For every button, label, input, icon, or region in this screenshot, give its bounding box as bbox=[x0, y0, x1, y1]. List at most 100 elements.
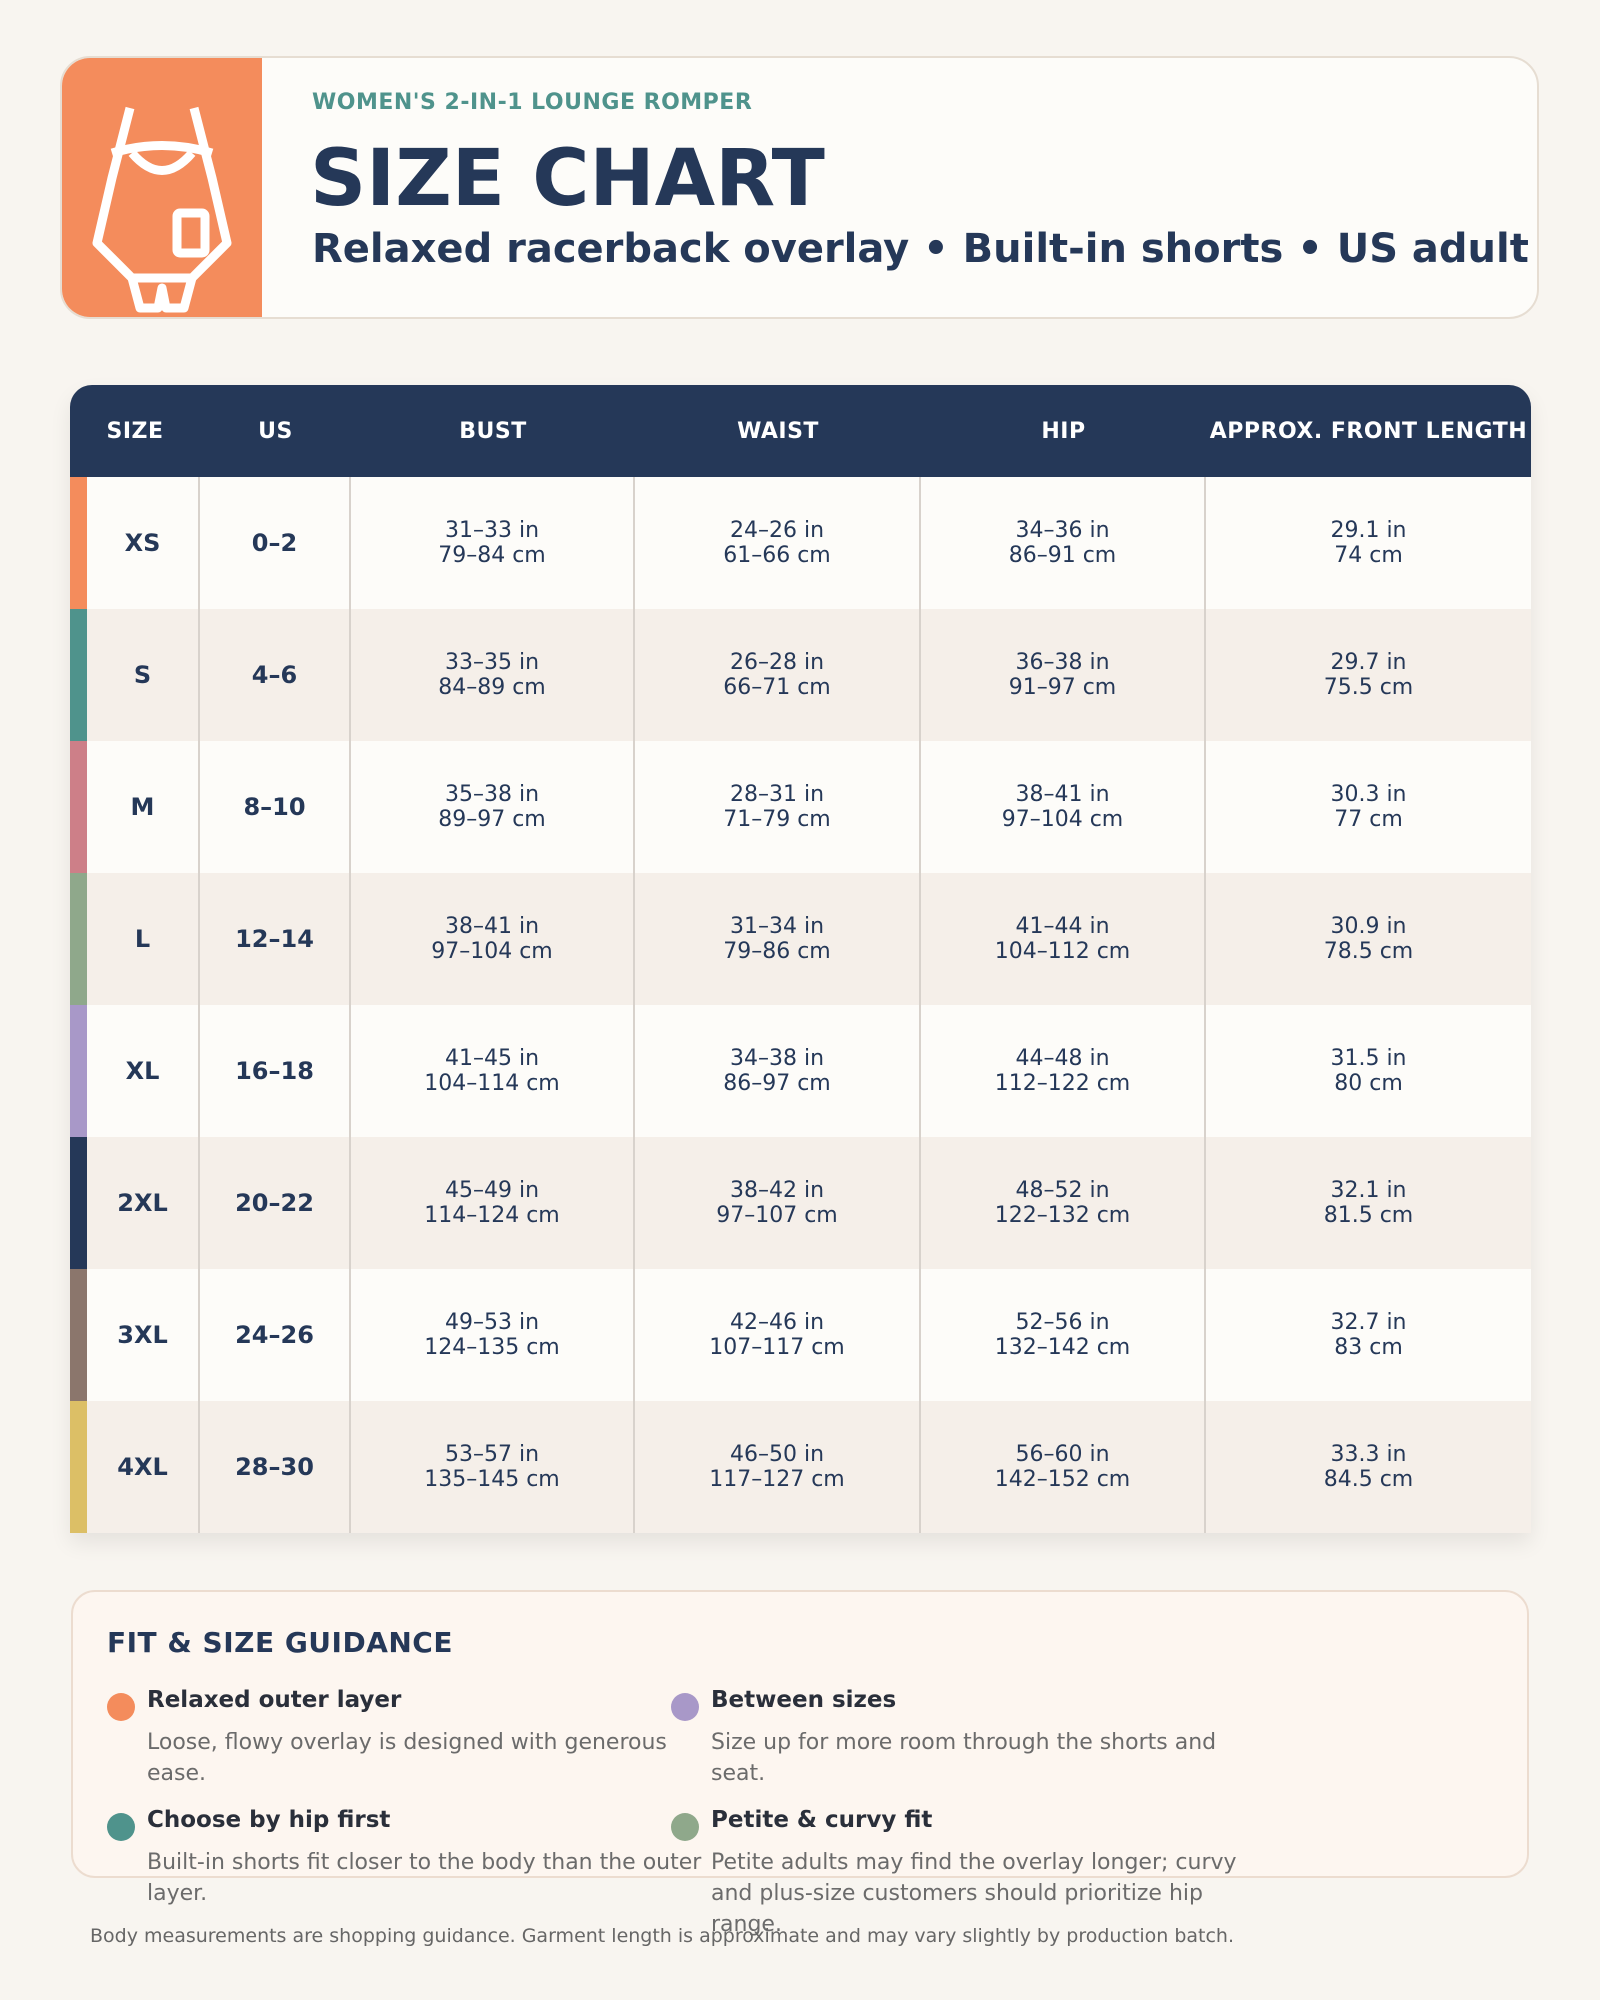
measure-cell: 42–46 in 107–117 cm bbox=[635, 1269, 921, 1401]
item-text: Built-in shorts fit closer to the body t… bbox=[147, 1850, 702, 1906]
in-value: 41–44 in bbox=[1015, 914, 1110, 939]
cm-value: 117–127 cm bbox=[709, 1467, 845, 1492]
measure-cell: 31–34 in 79–86 cm bbox=[635, 873, 921, 1005]
cm-value: 84.5 cm bbox=[1323, 1467, 1414, 1492]
bullet-dot bbox=[671, 1813, 699, 1841]
in-value: 38–42 in bbox=[729, 1178, 825, 1203]
cm-value: 142–152 cm bbox=[994, 1467, 1131, 1492]
cm-value: 104–112 cm bbox=[994, 939, 1131, 964]
footnote: Body measurements are shopping guidance.… bbox=[90, 1925, 1235, 1947]
in-value: 56–60 in bbox=[1015, 1442, 1110, 1467]
measure-cell: 30.9 in 78.5 cm bbox=[1206, 873, 1531, 1005]
size-row: 4XL 28–30 53–57 in 135–145 cm 46–50 in 117–12… bbox=[70, 1401, 1531, 1533]
size-table: SIZE US BUST WAIST HIP APPROX. FRONT LENGTH XS… bbox=[70, 385, 1531, 1533]
in-value: 29.7 in bbox=[1330, 650, 1407, 675]
title: SIZE CHART bbox=[310, 134, 825, 224]
bullet-dot bbox=[671, 1693, 699, 1721]
cm-value: 61–66 cm bbox=[723, 543, 831, 568]
column-header: US bbox=[200, 385, 351, 477]
in-value: 30.9 in bbox=[1330, 914, 1407, 939]
column-header: BUST bbox=[351, 385, 635, 477]
us-cell: 0–2 bbox=[200, 477, 351, 609]
us-cell: 12–14 bbox=[200, 873, 351, 1005]
in-value: 31–33 in bbox=[444, 518, 540, 543]
in-value: 36–38 in bbox=[1015, 650, 1110, 675]
in-value: 31.5 in bbox=[1330, 1046, 1407, 1071]
cm-value: 97–104 cm bbox=[1001, 807, 1124, 832]
measure-cell: 49–53 in 124–135 cm bbox=[351, 1269, 635, 1401]
measure-cell: 28–31 in 71–79 cm bbox=[635, 741, 921, 873]
cm-value: 66–71 cm bbox=[723, 675, 831, 700]
column-header: APPROX. FRONT LENGTH bbox=[1206, 385, 1531, 477]
in-value: 53–57 in bbox=[444, 1442, 540, 1467]
measure-cell: 32.7 in 83 cm bbox=[1206, 1269, 1531, 1401]
measure-cell: 26–28 in 66–71 cm bbox=[635, 609, 921, 741]
size-row: XS 0–2 31–33 in 79–84 cm 24–26 in 61–66 cm 34–… bbox=[70, 477, 1531, 609]
measure-cell: 41–45 in 104–114 cm bbox=[351, 1005, 635, 1137]
size-cell: XS bbox=[70, 477, 200, 609]
measure-cell: 33–35 in 84–89 cm bbox=[351, 609, 635, 741]
in-value: 33–35 in bbox=[444, 650, 540, 675]
measure-cell: 30.3 in 77 cm bbox=[1206, 741, 1531, 873]
us-cell: 24–26 bbox=[200, 1269, 351, 1401]
size-cell: M bbox=[70, 741, 200, 873]
size-row: S 4–6 33–35 in 84–89 cm 26–28 in 66–71 cm 36–3… bbox=[70, 609, 1531, 741]
in-value: 52–56 in bbox=[1015, 1310, 1110, 1335]
item-text: Petite adults may find the overlay longe… bbox=[711, 1850, 1237, 1937]
measure-cell: 38–41 in 97–104 cm bbox=[921, 741, 1206, 873]
cm-value: 89–97 cm bbox=[438, 807, 546, 832]
in-value: 32.1 in bbox=[1330, 1178, 1407, 1203]
in-value: 41–45 in bbox=[444, 1046, 540, 1071]
guidance-box: FIT & SIZE GUIDANCE Relaxed outer layer L… bbox=[71, 1590, 1529, 1937]
column-header: SIZE bbox=[70, 385, 200, 477]
measure-cell: 38–42 in 97–107 cm bbox=[635, 1137, 921, 1269]
cm-value: 112–122 cm bbox=[994, 1071, 1131, 1096]
bullet-dot bbox=[107, 1813, 135, 1841]
us-cell: 4–6 bbox=[200, 609, 351, 741]
measure-cell: 41–44 in 104–112 cm bbox=[921, 873, 1206, 1005]
in-value: 38–41 in bbox=[1015, 782, 1110, 807]
romper-outline bbox=[92, 106, 232, 313]
in-value: 49–53 in bbox=[444, 1310, 540, 1335]
measure-cell: 33.3 in 84.5 cm bbox=[1206, 1401, 1531, 1533]
size-row: L 12–14 38–41 in 97–104 cm 31–34 in 79–86 cm 4… bbox=[70, 873, 1531, 1005]
measure-cell: 38–41 in 97–104 cm bbox=[351, 873, 635, 1005]
cm-value: 122–132 cm bbox=[994, 1203, 1131, 1228]
cm-value: 86–97 cm bbox=[723, 1071, 831, 1096]
size-row: XL 16–18 41–45 in 104–114 cm 34–38 in 86–97 c… bbox=[70, 1005, 1531, 1137]
cm-value: 97–107 cm bbox=[716, 1203, 838, 1228]
cm-value: 107–117 cm bbox=[709, 1335, 845, 1360]
cm-value: 80 cm bbox=[1334, 1071, 1403, 1096]
in-value: 44–48 in bbox=[1015, 1046, 1110, 1071]
measure-cell: 46–50 in 117–127 cm bbox=[635, 1401, 921, 1533]
cm-value: 81.5 cm bbox=[1323, 1203, 1414, 1228]
cm-value: 135–145 cm bbox=[424, 1467, 560, 1492]
in-value: 33.3 in bbox=[1330, 1442, 1407, 1467]
romper-icon bbox=[62, 58, 262, 317]
in-value: 42–46 in bbox=[729, 1310, 825, 1335]
cm-value: 83 cm bbox=[1334, 1335, 1403, 1360]
subtitle: Relaxed racerback overlay • Built-in sho… bbox=[312, 226, 1539, 272]
size-cell: 3XL bbox=[70, 1269, 200, 1401]
measure-cell: 36–38 in 91–97 cm bbox=[921, 609, 1206, 741]
cm-value: 78.5 cm bbox=[1323, 939, 1414, 964]
size-row: 3XL 24–26 49–53 in 124–135 cm 42–46 in 107–11… bbox=[70, 1269, 1531, 1401]
us-cell: 28–30 bbox=[200, 1401, 351, 1533]
item-title: Choose by hip first bbox=[147, 1807, 391, 1833]
measure-cell: 34–36 in 86–91 cm bbox=[921, 477, 1206, 609]
size-cell: 4XL bbox=[70, 1401, 200, 1533]
measure-cell: 56–60 in 142–152 cm bbox=[921, 1401, 1206, 1533]
measure-cell: 44–48 in 112–122 cm bbox=[921, 1005, 1206, 1137]
item-text: Size up for more room through the shorts… bbox=[711, 1730, 1217, 1786]
us-cell: 8–10 bbox=[200, 741, 351, 873]
in-value: 48–52 in bbox=[1015, 1178, 1110, 1203]
in-value: 34–36 in bbox=[1015, 518, 1110, 543]
cm-value: 114–124 cm bbox=[424, 1203, 560, 1228]
measure-cell: 29.7 in 75.5 cm bbox=[1206, 609, 1531, 741]
measure-cell: 31.5 in 80 cm bbox=[1206, 1005, 1531, 1137]
measure-cell: 35–38 in 89–97 cm bbox=[351, 741, 635, 873]
item-text: Loose, flowy overlay is designed with ge… bbox=[147, 1730, 667, 1786]
cm-value: 75.5 cm bbox=[1323, 675, 1414, 700]
guidance-title: FIT & SIZE GUIDANCE bbox=[107, 1626, 453, 1659]
